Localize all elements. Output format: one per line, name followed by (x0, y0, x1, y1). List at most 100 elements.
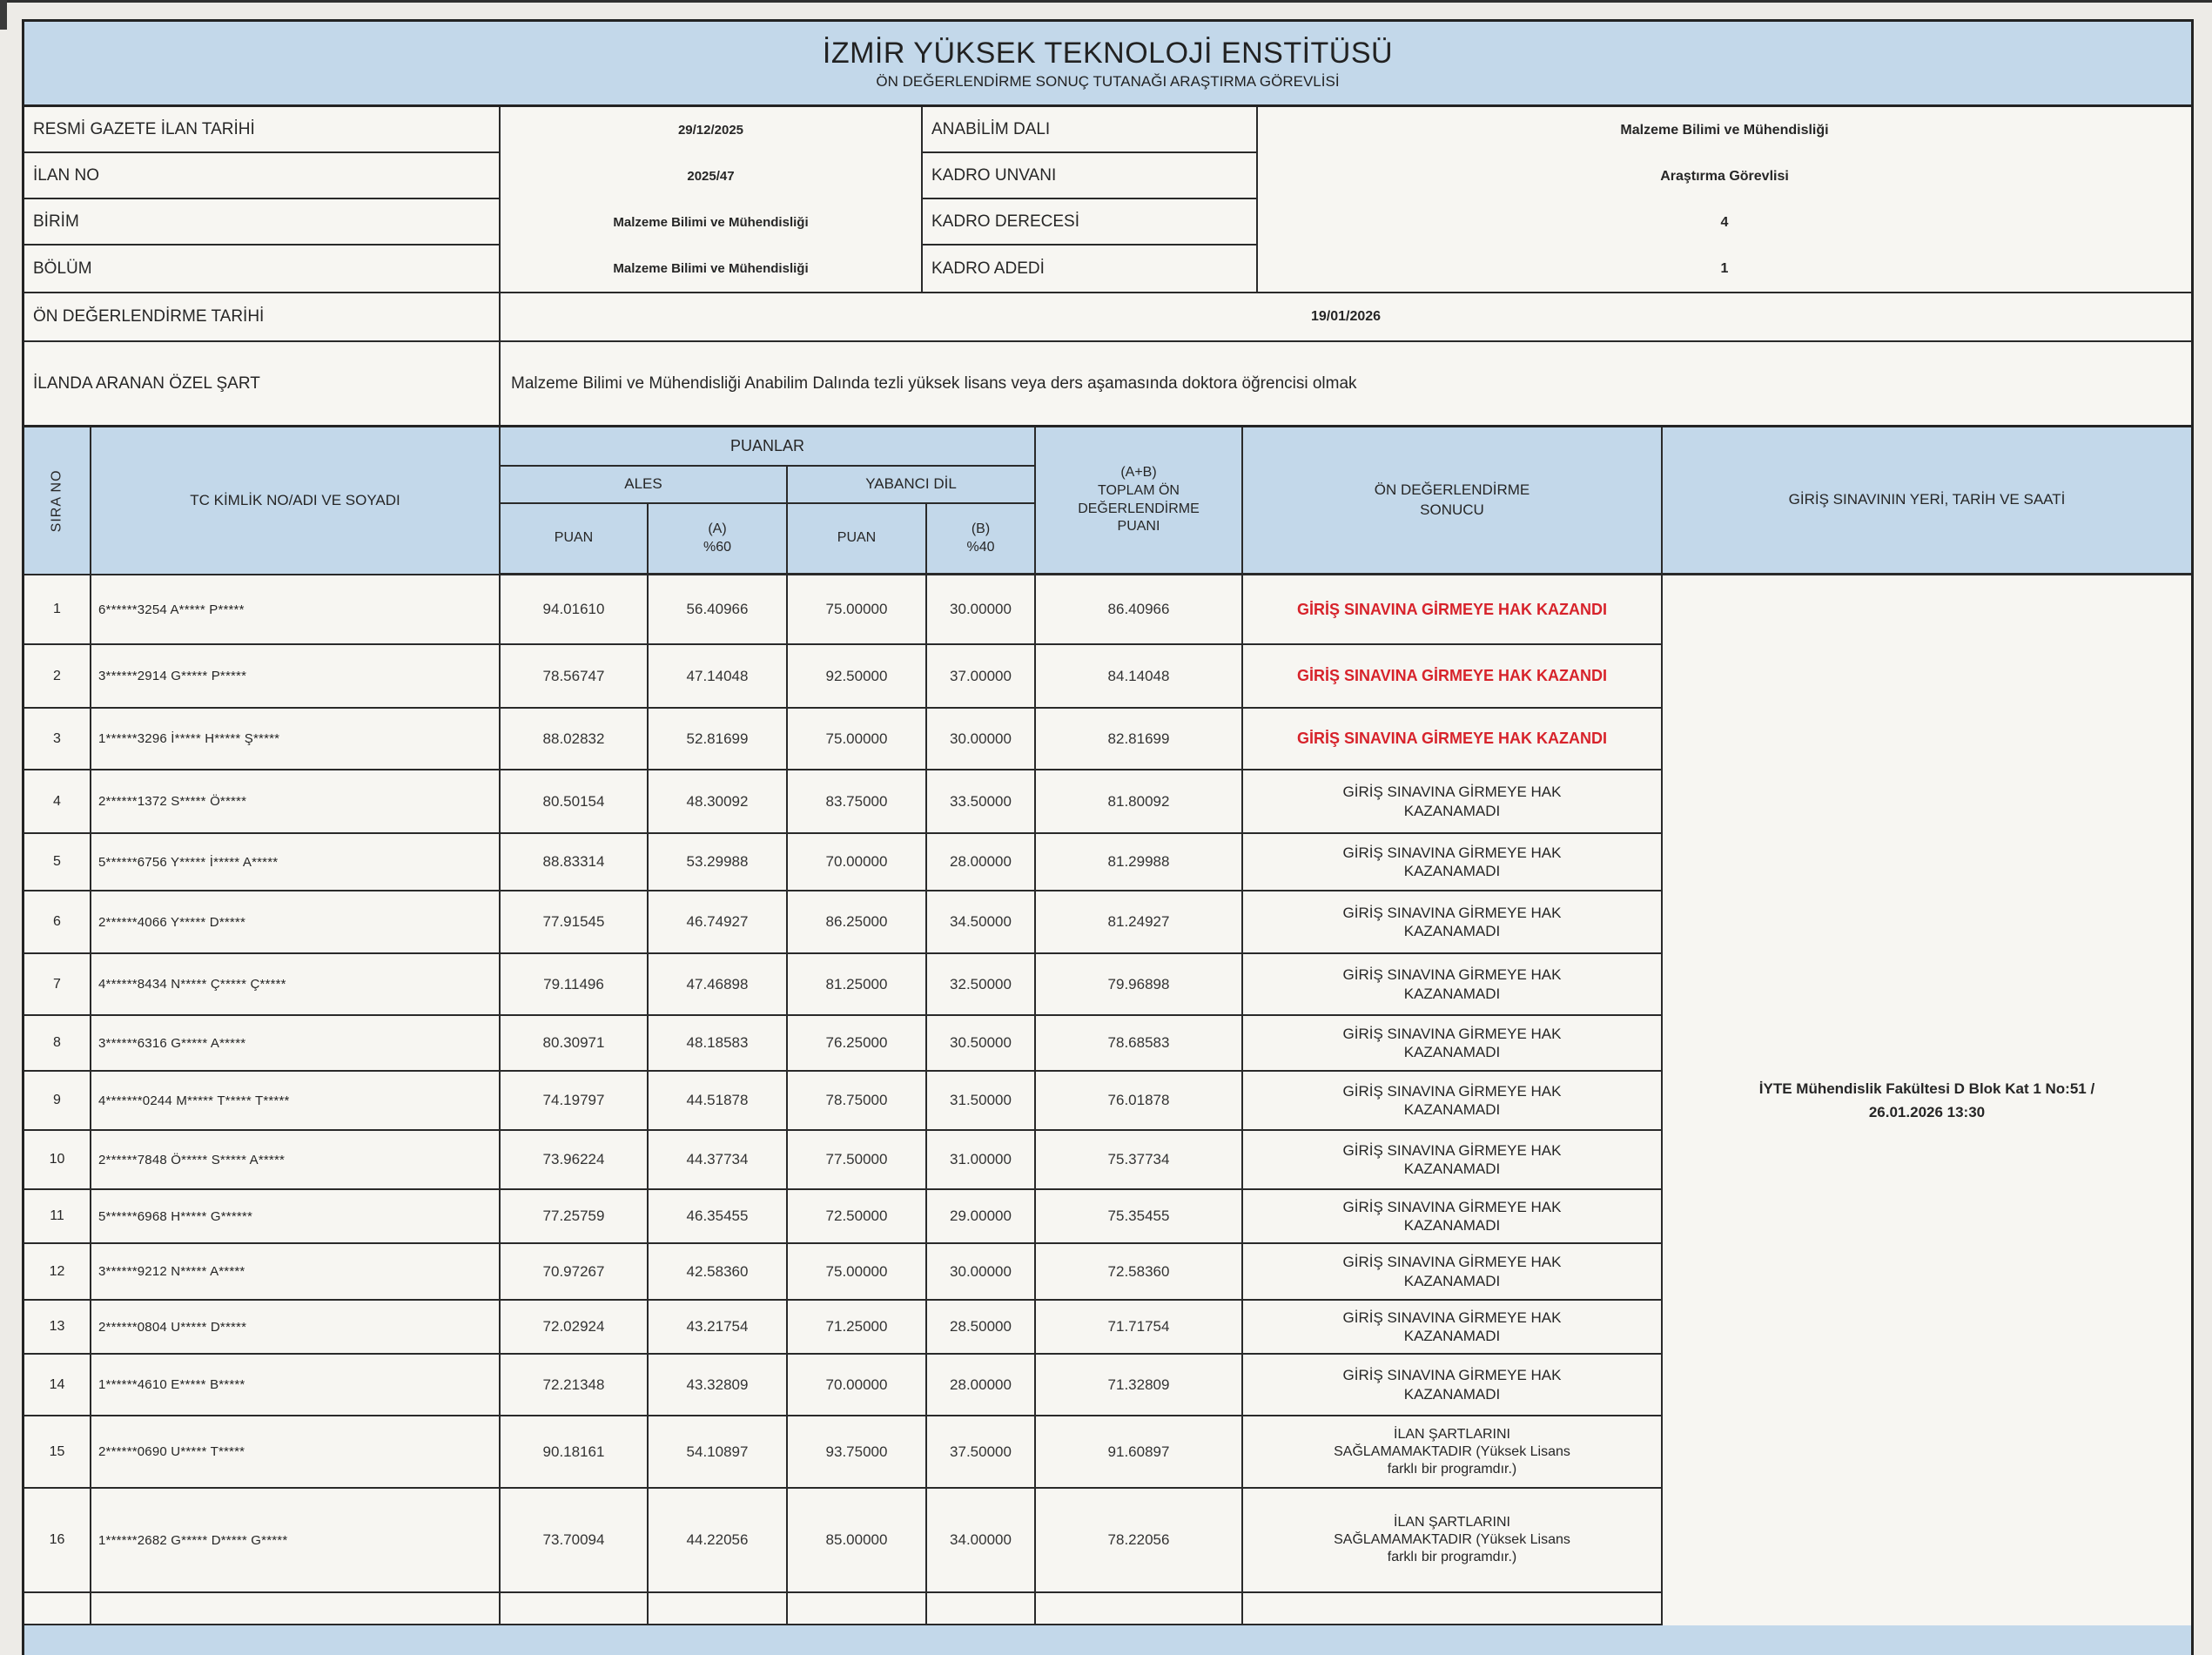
row-3-sira: 3 (24, 709, 91, 770)
value-kadro-unvani: Araştırma Görevlisi (1660, 168, 1789, 184)
row-16-sonuc: İLAN ŞARTLARINI SAĞLAMAMAKTADIR (Yüksek … (1243, 1489, 1663, 1593)
row-11-yd-b40: 29.00000 (927, 1190, 1036, 1244)
row-8-sira: 8 (24, 1016, 91, 1072)
row-12-sonuc: GİRİŞ SINAVINA GİRMEYE HAK KAZANAMADI (1243, 1244, 1663, 1301)
value-ozel-sart: Malzeme Bilimi ve Mühendisliği Anabilim … (511, 373, 1357, 393)
row-13-toplam: 71.71754 (1036, 1301, 1243, 1355)
row-9-ales-puan: 74.19797 (501, 1072, 649, 1131)
row-6-ales-puan: 77.91545 (501, 891, 649, 954)
row-12-ales-a60: 42.58360 (649, 1244, 788, 1301)
row-17-toplam (1036, 1593, 1243, 1625)
row-7-yd-puan: 81.25000 (788, 954, 927, 1016)
row-1-name: 6******3254 A***** P***** (91, 575, 501, 645)
row-10-yd-b40: 31.00000 (927, 1131, 1036, 1190)
row-6-yd-b40: 34.50000 (927, 891, 1036, 954)
row-7-toplam: 79.96898 (1036, 954, 1243, 1016)
row-10-toplam: 75.37734 (1036, 1131, 1243, 1190)
row-1-ales-a60: 56.40966 (649, 575, 788, 645)
results-table: SIRA NO TC KİMLİK NO/ADI VE SOYADI PUANL… (24, 425, 2191, 1625)
row-16-sira: 16 (24, 1489, 91, 1593)
row-8-sonuc: GİRİŞ SINAVINA GİRMEYE HAK KAZANAMADI (1243, 1016, 1663, 1072)
row-8-toplam: 78.68583 (1036, 1016, 1243, 1072)
value-resmi-gazete-tarihi: 29/12/2025 (677, 123, 744, 138)
row-2-sonuc: GİRİŞ SINAVINA GİRMEYE HAK KAZANDI (1243, 645, 1663, 709)
row-14-yd-b40: 28.00000 (927, 1355, 1036, 1416)
row-1-ales-puan: 94.01610 (501, 575, 649, 645)
header-yabanci-dil-puan: PUAN (788, 504, 927, 575)
row-15-sira: 15 (24, 1416, 91, 1489)
row-4-ales-puan: 80.50154 (501, 770, 649, 834)
row-17-yd-puan (788, 1593, 927, 1625)
row-8-yd-b40: 30.50000 (927, 1016, 1036, 1072)
row-9-sonuc: GİRİŞ SINAVINA GİRMEYE HAK KAZANAMADI (1243, 1072, 1663, 1131)
row-14-toplam: 71.32809 (1036, 1355, 1243, 1416)
row-3-ales-puan: 88.02832 (501, 709, 649, 770)
row-7-ales-a60: 47.46898 (649, 954, 788, 1016)
row-10-ales-a60: 44.37734 (649, 1131, 788, 1190)
row-12-yd-b40: 30.00000 (927, 1244, 1036, 1301)
exam-venue-cell: İYTE Mühendislik Fakültesi D Blok Kat 1 … (1758, 1080, 2095, 1120)
row-13-yd-puan: 71.25000 (788, 1301, 927, 1355)
info-right-values: Malzeme Bilimi ve Mühendisliği Araştırma… (1258, 107, 2191, 292)
row-9-name: 4*******0244 M***** T***** T***** (91, 1072, 501, 1131)
row-17-name (91, 1593, 501, 1625)
row-17-sonuc (1243, 1593, 1663, 1625)
row-4-toplam: 81.80092 (1036, 770, 1243, 834)
row-16-name: 1******2682 G***** D***** G***** (91, 1489, 501, 1593)
row-7-sira: 7 (24, 954, 91, 1016)
row-11-toplam: 75.35455 (1036, 1190, 1243, 1244)
row-10-name: 2******7848 Ö***** S***** A***** (91, 1131, 501, 1190)
header-sira-no-label: SIRA NO (49, 469, 64, 532)
row-7-name: 4******8434 N***** Ç***** Ç***** (91, 954, 501, 1016)
info-left-values: 29/12/2025 2025/47 Malzeme Bilimi ve Müh… (501, 107, 923, 292)
header-ales: ALES (501, 467, 788, 504)
row-8-ales-puan: 80.30971 (501, 1016, 649, 1072)
row-2-ales-puan: 78.56747 (501, 645, 649, 709)
row-16-ales-a60: 44.22056 (649, 1489, 788, 1593)
row-9-toplam: 76.01878 (1036, 1072, 1243, 1131)
row-15-yd-puan: 93.75000 (788, 1416, 927, 1489)
row-7-sonuc: GİRİŞ SINAVINA GİRMEYE HAK KAZANAMADI (1243, 954, 1663, 1016)
label-birim: BİRİM (24, 199, 501, 246)
row-12-yd-puan: 75.00000 (788, 1244, 927, 1301)
label-anabilim-dali: ANABİLİM DALI (923, 107, 1258, 153)
row-13-sira: 13 (24, 1301, 91, 1355)
row-15-toplam: 91.60897 (1036, 1416, 1243, 1489)
row-13-sonuc: GİRİŞ SINAVINA GİRMEYE HAK KAZANAMADI (1243, 1301, 1663, 1355)
header-yabanci-dil: YABANCI DİL (788, 467, 1036, 504)
row-5-toplam: 81.29988 (1036, 834, 1243, 891)
row-1-sira: 1 (24, 575, 91, 645)
value-kadro-adedi: 1 (1720, 260, 1729, 276)
label-ozel-sart: İLANDA ARANAN ÖZEL ŞART (24, 342, 501, 425)
row-1-yd-b40: 30.00000 (927, 575, 1036, 645)
row-14-sonuc: GİRİŞ SINAVINA GİRMEYE HAK KAZANAMADI (1243, 1355, 1663, 1416)
row-9-yd-puan: 78.75000 (788, 1072, 927, 1131)
row-8-name: 3******6316 G***** A***** (91, 1016, 501, 1072)
value-ilan-no: 2025/47 (687, 169, 735, 184)
row-12-sira: 12 (24, 1244, 91, 1301)
row-11-ales-a60: 46.35455 (649, 1190, 788, 1244)
header-on-degerlendirme-sonucu: ÖN DEĞERLENDİRME SONUCU (1243, 427, 1663, 575)
row-12-toplam: 72.58360 (1036, 1244, 1243, 1301)
row-15-yd-b40: 37.50000 (927, 1416, 1036, 1489)
row-11-sira: 11 (24, 1190, 91, 1244)
row-10-sonuc: GİRİŞ SINAVINA GİRMEYE HAK KAZANAMADI (1243, 1131, 1663, 1190)
row-5-yd-puan: 70.00000 (788, 834, 927, 891)
row-14-name: 1******4610 E***** B***** (91, 1355, 501, 1416)
row-11-ales-puan: 77.25759 (501, 1190, 649, 1244)
row-16-toplam: 78.22056 (1036, 1489, 1243, 1593)
row-17-ales-puan (501, 1593, 649, 1625)
row-3-name: 1******3296 İ***** H***** Ş***** (91, 709, 501, 770)
bottom-band (24, 1625, 2191, 1655)
row-3-yd-b40: 30.00000 (927, 709, 1036, 770)
row-6-yd-puan: 86.25000 (788, 891, 927, 954)
value-kadro-derecesi: 4 (1720, 214, 1729, 230)
row-3-sonuc: GİRİŞ SINAVINA GİRMEYE HAK KAZANDI (1243, 709, 1663, 770)
header-a-60: (A) %60 (649, 504, 788, 575)
row-2-name: 3******2914 G***** P***** (91, 645, 501, 709)
row-4-ales-a60: 48.30092 (649, 770, 788, 834)
row-15-name: 2******0690 U***** T***** (91, 1416, 501, 1489)
row-5-name: 5******6756 Y***** İ***** A***** (91, 834, 501, 891)
label-resmi-gazete: RESMİ GAZETE İLAN TARİHİ (24, 107, 501, 153)
header-b-40: (B) %40 (927, 504, 1036, 575)
